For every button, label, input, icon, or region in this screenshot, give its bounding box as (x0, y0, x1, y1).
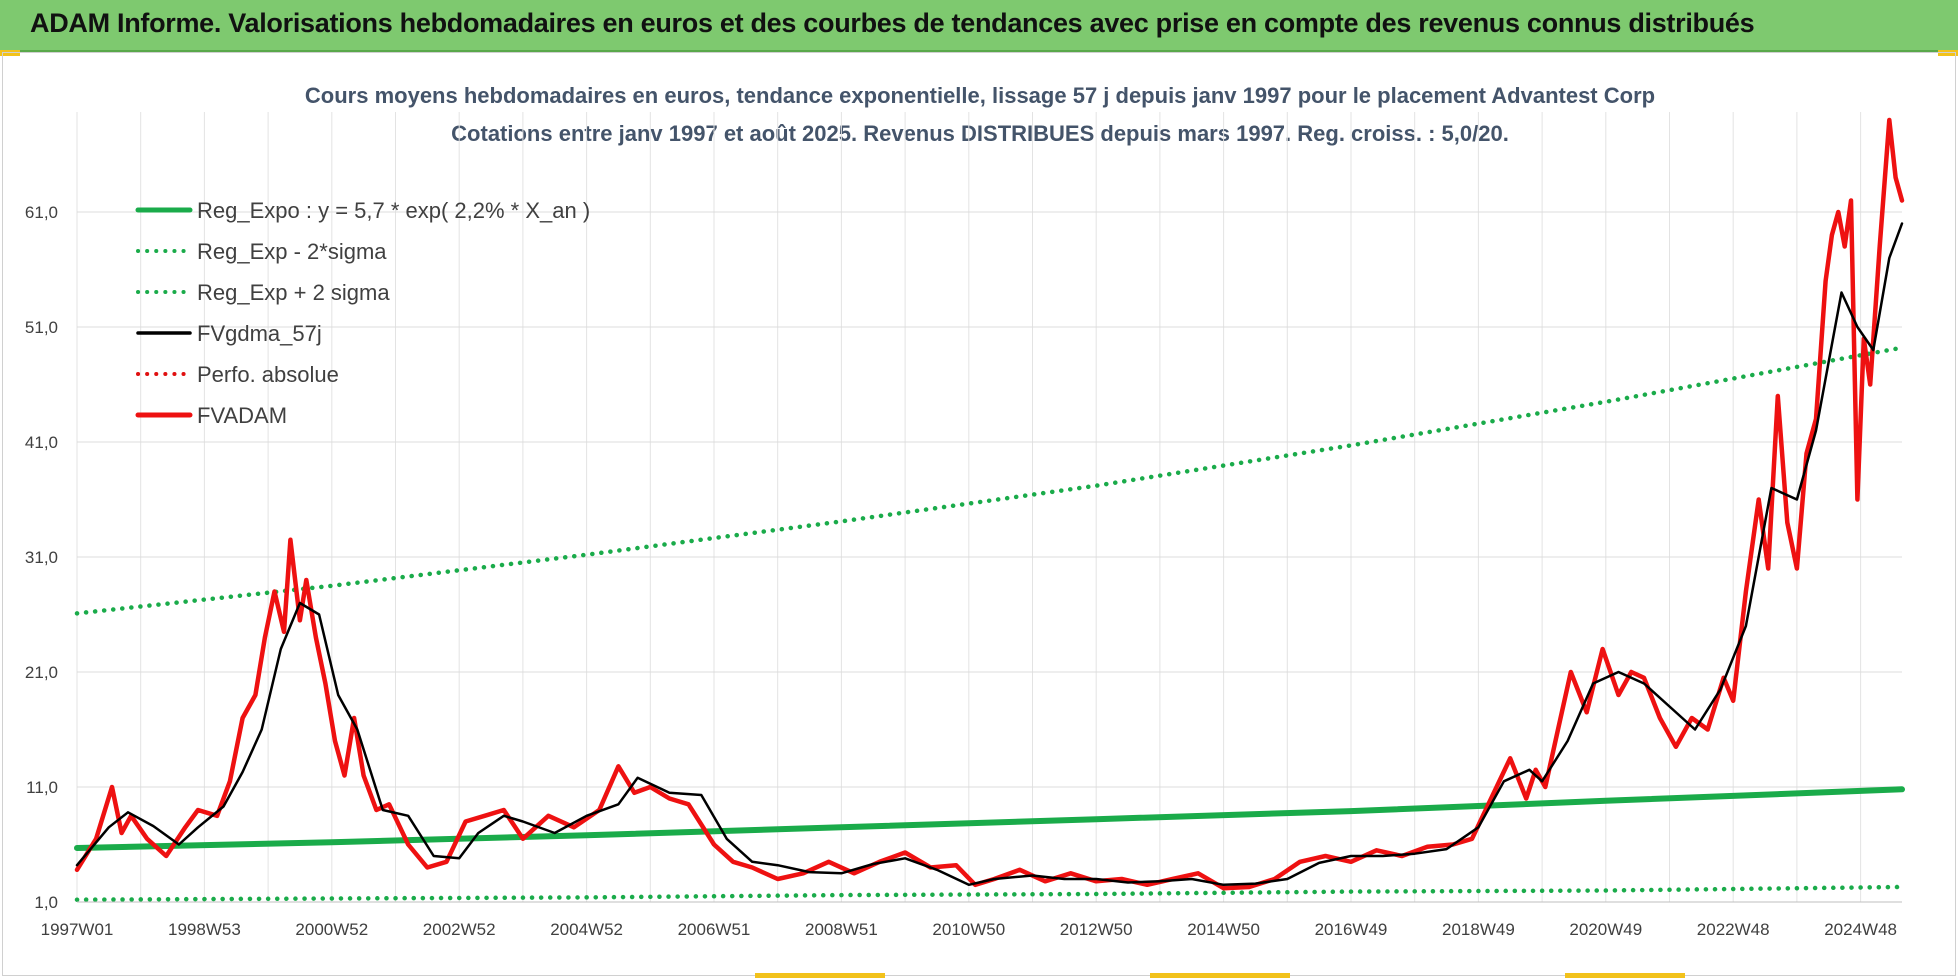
report-title: ADAM Informe. Valorisations hebdomadaire… (30, 8, 1755, 38)
bottom-mark-2 (1150, 973, 1290, 978)
chart-title: Cours moyens hebdomadaires en euros, ten… (305, 83, 1655, 108)
x-tick-label: 2006W51 (678, 920, 751, 939)
x-tick-label: 2012W50 (1060, 920, 1133, 939)
legend-label: FVgdma_57j (197, 321, 322, 346)
legend-label: Reg_Expo : y = 5,7 * exp( 2,2% * X_an ) (197, 198, 590, 223)
x-tick-label: 2018W49 (1442, 920, 1515, 939)
x-tick-label: 2004W52 (550, 920, 623, 939)
legend: Reg_Expo : y = 5,7 * exp( 2,2% * X_an ) R… (135, 198, 590, 428)
x-tick-label: 2000W52 (295, 920, 368, 939)
x-tick-label: 2022W48 (1697, 920, 1770, 939)
x-tick-label: 1998W53 (168, 920, 241, 939)
x-tick-label: 2024W48 (1824, 920, 1897, 939)
series-layer (74, 117, 1905, 902)
legend-label: Reg_Exp + 2 sigma (197, 280, 390, 305)
x-tick-label: 2008W51 (805, 920, 878, 939)
bottom-mark-1 (755, 973, 885, 978)
bottom-mark-3 (1565, 973, 1685, 978)
y-tick-label: 21,0 (25, 663, 58, 682)
x-tick-label: 2002W52 (423, 920, 496, 939)
series-line-2 (74, 345, 1905, 616)
corner-mark-left (0, 50, 20, 56)
series-line-3 (75, 222, 1904, 887)
x-tick-label: 2020W49 (1569, 920, 1642, 939)
y-tick-label: 61,0 (25, 203, 58, 222)
y-tick-label: 51,0 (25, 318, 58, 337)
grid (76, 112, 1902, 903)
series-line-1 (74, 884, 1905, 902)
x-tick-label: 2014W50 (1187, 920, 1260, 939)
y-tick-label: 1,0 (34, 893, 58, 912)
header-banner: ADAM Informe. Valorisations hebdomadaire… (0, 0, 1958, 52)
x-tick-label: 2016W49 (1315, 920, 1388, 939)
chart-frame (2, 52, 1956, 976)
chart-subtitle: Cotations entre janv 1997 et août 2025. … (451, 121, 1509, 146)
y-tick-label: 41,0 (25, 433, 58, 452)
series-line-5 (74, 117, 1905, 891)
y-tick-label: 11,0 (26, 778, 58, 797)
legend-label: FVADAM (197, 403, 287, 428)
legend-label: Perfo. absolue (197, 362, 339, 387)
x-tick-label: 1997W01 (41, 920, 114, 939)
corner-mark-right (1938, 50, 1958, 56)
legend-label: Reg_Exp - 2*sigma (197, 239, 387, 264)
series-line-0 (74, 786, 1905, 851)
y-tick-label: 31,0 (25, 548, 58, 567)
x-tick-label: 2010W50 (932, 920, 1005, 939)
axes: 1,0 11,0 21,0 31,0 41,0 51,0 61,0 1997W01 1998W5… (25, 203, 1902, 939)
